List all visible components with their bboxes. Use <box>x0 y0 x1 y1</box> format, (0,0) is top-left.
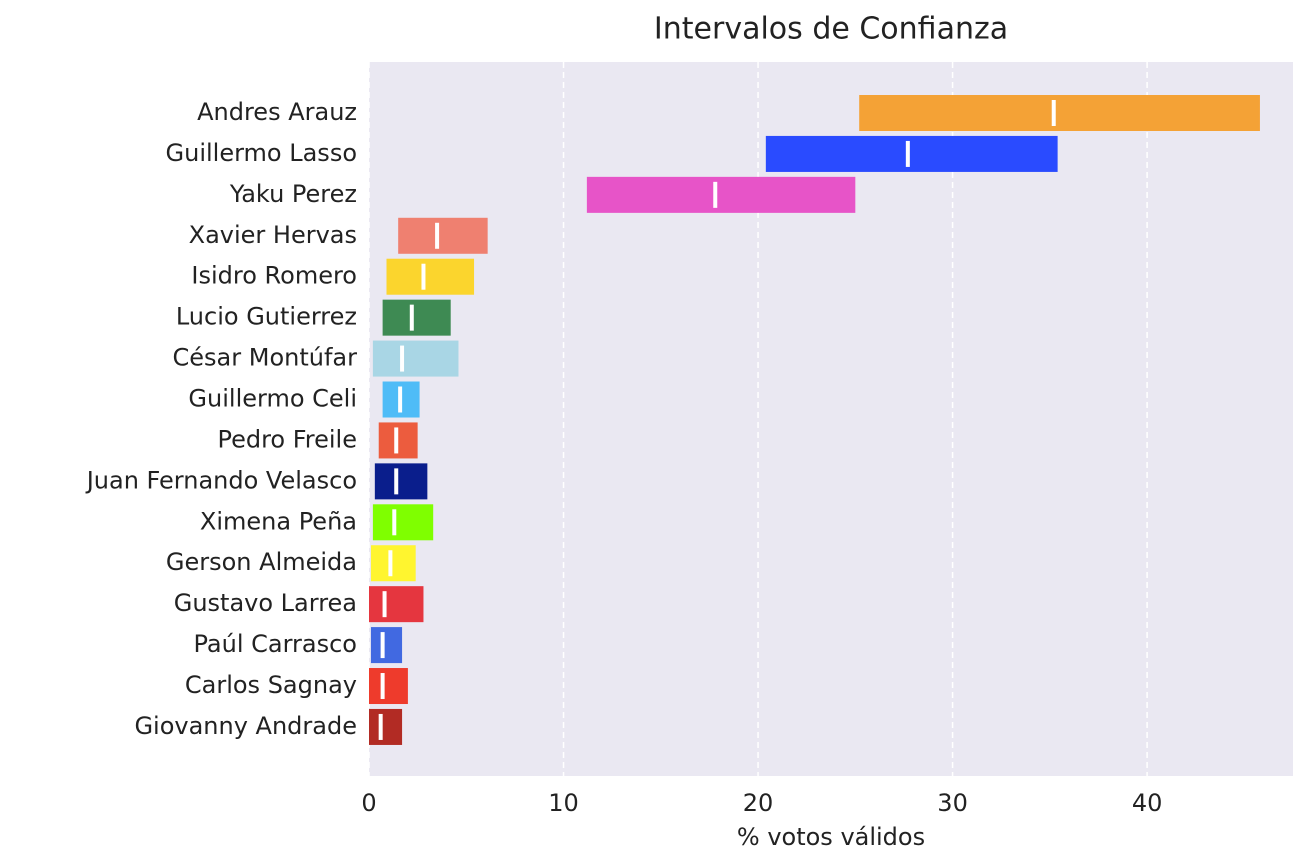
y-tick-label: Giovanny Andrade <box>134 712 357 740</box>
interval-bar <box>372 340 459 377</box>
x-tick-label: 10 <box>548 789 579 817</box>
interval-bar <box>859 95 1260 131</box>
x-tick-label: 30 <box>937 789 968 817</box>
y-tick-label: Isidro Romero <box>191 262 357 290</box>
interval-bar <box>765 135 1058 172</box>
interval-bar <box>370 627 403 664</box>
x-tick-label: 40 <box>1132 789 1163 817</box>
chart-title: Intervalos de Confianza <box>654 12 1008 47</box>
y-tick-label: Pedro Freile <box>217 425 357 453</box>
y-tick-label: Gustavo Larrea <box>174 589 357 617</box>
interval-bar <box>586 176 856 213</box>
x-tick-label: 20 <box>743 789 774 817</box>
y-tick-label: Carlos Sagnay <box>185 671 357 699</box>
interval-bar <box>372 504 434 541</box>
interval-bar <box>370 545 416 582</box>
interval-bar <box>369 586 424 623</box>
y-tick-label: Juan Fernando Velasco <box>85 466 357 494</box>
y-tick-label: Xavier Hervas <box>189 221 357 249</box>
y-tick-label: Paúl Carrasco <box>194 630 357 658</box>
y-tick-label: Guillermo Lasso <box>166 139 357 167</box>
y-tick-label: Yaku Perez <box>229 180 357 208</box>
interval-bar <box>386 258 475 295</box>
y-tick-label: Andres Arauz <box>197 98 357 126</box>
y-tick-label: Gerson Almeida <box>166 548 357 576</box>
y-tick-label: Guillermo Celi <box>188 385 357 413</box>
x-axis-label: % votos válidos <box>737 823 925 851</box>
interval-bar <box>398 217 488 254</box>
y-tick-label: Ximena Peña <box>200 507 357 535</box>
y-tick-label: Lucio Gutierrez <box>176 303 357 331</box>
interval-bar <box>382 299 451 336</box>
interval-bar <box>374 463 428 500</box>
y-tick-label: César Montúfar <box>173 344 358 372</box>
x-tick-label: 0 <box>361 789 376 817</box>
interval-bar <box>369 708 403 745</box>
interval-bar <box>369 668 408 705</box>
